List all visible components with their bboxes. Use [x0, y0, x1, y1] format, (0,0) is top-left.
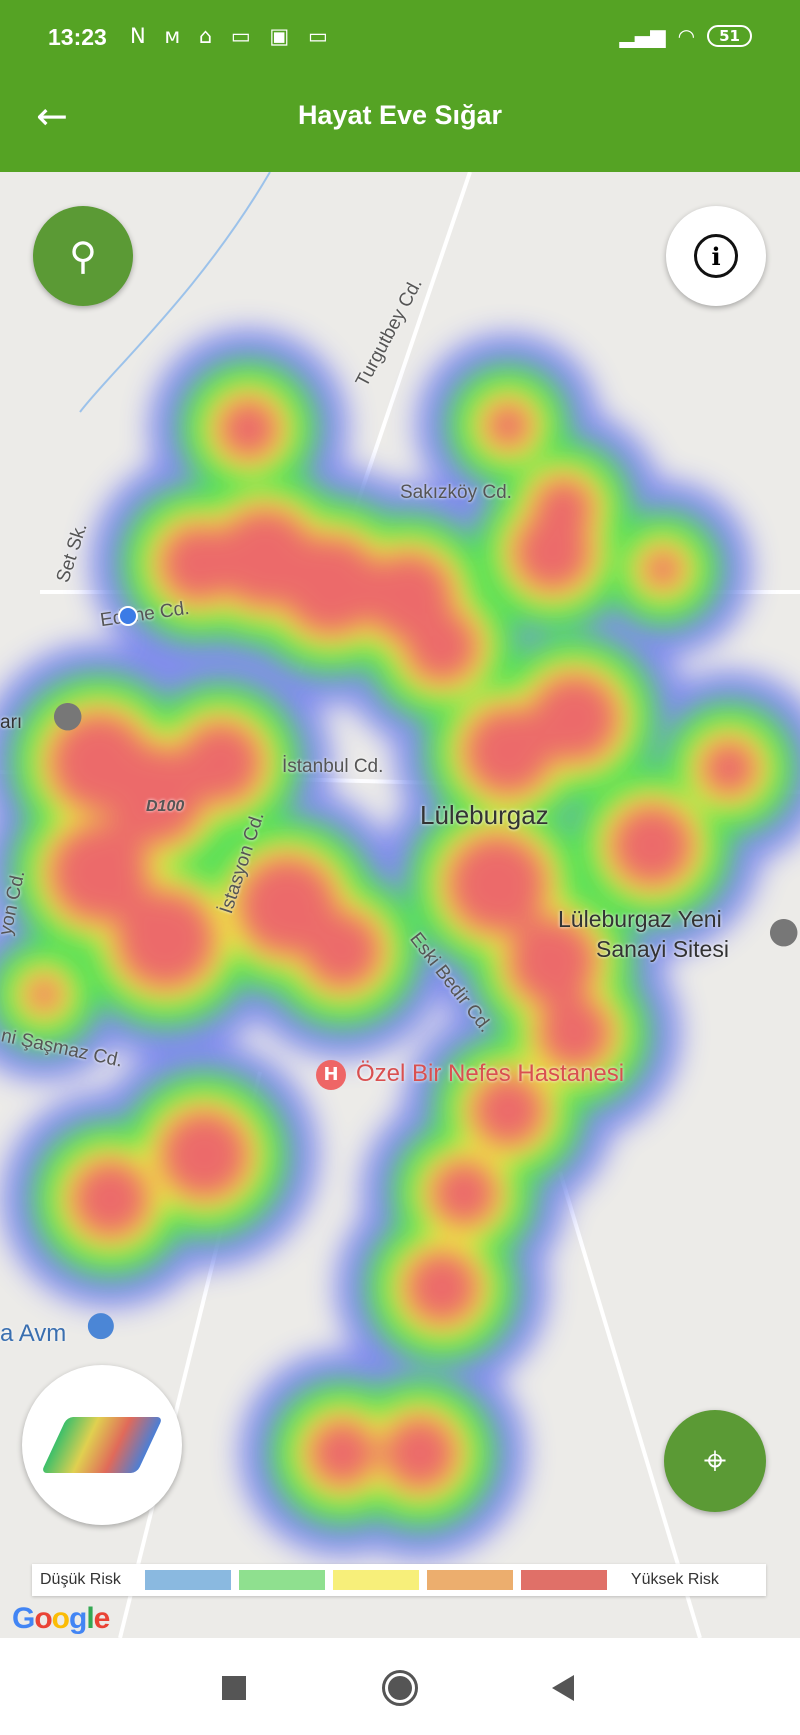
info-icon: i	[694, 234, 738, 278]
page-title: Hayat Eve Sığar	[297, 100, 503, 130]
legend-swatch	[144, 1570, 231, 1590]
heat-blob	[405, 609, 479, 684]
legend-swatch	[426, 1570, 513, 1590]
heat-blob	[701, 739, 758, 797]
map-layers-button[interactable]	[22, 1365, 182, 1525]
legend-swatch	[332, 1570, 419, 1590]
legend-swatch	[238, 1570, 325, 1590]
place-label: Lüleburgaz Yeni	[558, 906, 722, 932]
crosshair-icon: ⌖	[703, 1438, 727, 1484]
heat-blob	[218, 398, 279, 460]
heat-blob	[27, 977, 62, 1012]
heat-blob	[159, 1110, 250, 1200]
heatmap-map[interactable]: Turgutbey Cd. Sakızköy Cd. Set Sk. Edirn…	[0, 172, 800, 1638]
layers-icon	[40, 1417, 164, 1473]
heat-blob	[507, 916, 598, 1007]
heat-blob	[104, 745, 205, 846]
legend-low-label: Düşük Risk	[40, 1571, 121, 1588]
place-label: arı	[0, 712, 23, 733]
heat-blob	[610, 803, 694, 887]
heat-blob	[643, 549, 683, 589]
place-label: Sanayi Sitesi	[596, 936, 729, 962]
heat-blob	[303, 911, 382, 990]
recent-apps-button[interactable]	[222, 1676, 246, 1700]
heat-blob	[49, 822, 150, 924]
street-label: Sakızköy Cd.	[400, 482, 512, 503]
hospital-pin-icon[interactable]: H	[316, 1060, 346, 1090]
signal-icon: ▂▄▆	[619, 24, 666, 48]
legend-swatch	[520, 1570, 607, 1590]
my-location-dot	[118, 606, 138, 626]
system-nav-bar	[0, 1638, 800, 1735]
street-label: İstanbul Cd.	[282, 756, 384, 777]
heat-blob	[115, 889, 216, 990]
battery-icon: 51	[707, 25, 752, 47]
status-bar: 13:23 N ᴍ ⌂ ▭ ▣ ▭ ▂▄▆ ◠ 51	[0, 18, 800, 58]
map-pin-icon[interactable]: ●	[52, 694, 84, 735]
my-location-button[interactable]: ⌖	[664, 1410, 766, 1512]
heat-blob	[382, 1416, 457, 1491]
home-button[interactable]	[382, 1670, 418, 1706]
heat-blob	[447, 833, 548, 935]
heat-blob	[405, 1250, 479, 1325]
heat-blob	[471, 1073, 546, 1148]
heat-blob	[533, 477, 594, 539]
heat-blob	[179, 721, 263, 804]
heat-blob	[537, 996, 612, 1071]
heat-blob	[71, 1159, 150, 1239]
legend-high-label: Yüksek Risk	[630, 1571, 719, 1588]
river	[79, 172, 271, 413]
app-header: 13:23 N ᴍ ⌂ ▭ ▣ ▭ ▂▄▆ ◠ 51 ← Hayat Eve S…	[0, 0, 800, 172]
google-logo: Google	[12, 1602, 110, 1635]
road-label: D100	[146, 798, 185, 815]
back-arrow-icon[interactable]: ←	[36, 94, 68, 138]
place-label: a Avm	[0, 1320, 67, 1347]
map-pin-icon[interactable]: ●	[768, 910, 800, 951]
search-icon: ⚲	[69, 234, 97, 278]
wifi-icon: ◠	[677, 24, 696, 48]
search-button[interactable]: ⚲	[33, 206, 133, 306]
heat-blob	[308, 1419, 377, 1487]
shopping-pin-icon[interactable]: ●	[86, 1304, 116, 1344]
heat-blob	[430, 1159, 498, 1228]
status-time: 13:23	[48, 24, 107, 50]
notification-icons: N ᴍ ⌂ ▭ ▣ ▭	[130, 24, 334, 48]
heat-blob	[529, 673, 620, 763]
info-button[interactable]: i	[666, 206, 766, 306]
road	[558, 1171, 702, 1638]
place-label: Özel Bir Nefes Hastanesi	[356, 1060, 625, 1087]
heatmap-layer	[0, 172, 800, 1638]
system-back-button[interactable]	[552, 1675, 574, 1701]
heat-blob	[463, 706, 553, 797]
heat-blob	[485, 402, 531, 448]
heat-blob	[281, 535, 382, 636]
city-label: Lüleburgaz	[420, 800, 549, 830]
risk-legend: Düşük Risk Yüksek Risk	[32, 1564, 766, 1596]
